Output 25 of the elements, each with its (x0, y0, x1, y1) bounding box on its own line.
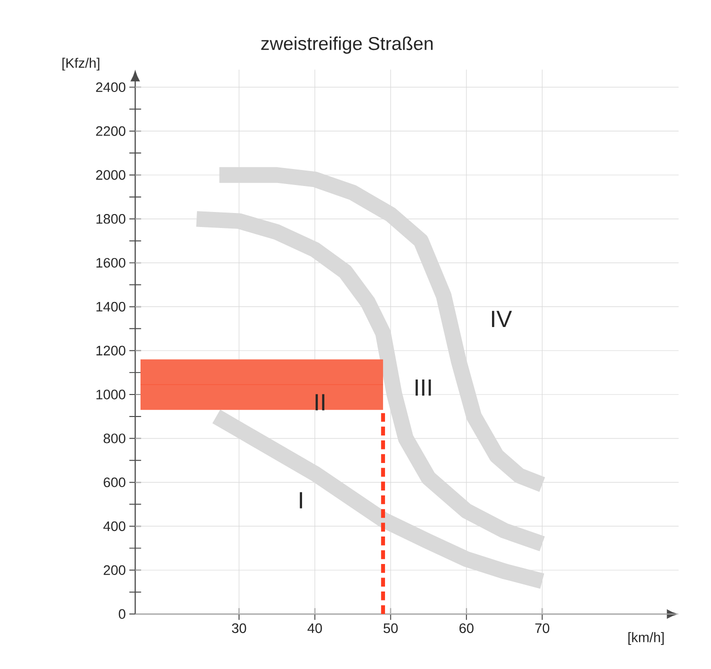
y-tick-label: 1400 (96, 302, 126, 312)
y-tick-label: 2400 (96, 82, 126, 92)
chart-title: zweistreifige Straßen (261, 36, 433, 54)
y-tick-label: 1800 (96, 214, 126, 224)
y-tick-label: 1200 (96, 346, 126, 356)
y-tick-label: 400 (103, 521, 126, 532)
annotation: III (416, 380, 431, 396)
x-tick-label: 60 (460, 623, 474, 634)
x-tick-label: 40 (308, 623, 322, 634)
y-tick-label: 1000 (96, 390, 126, 400)
y-tick-label: 600 (104, 477, 126, 488)
y-tick-label: 1600 (96, 258, 126, 268)
annotation: II (316, 394, 324, 410)
y-tick-label: 0 (118, 609, 126, 619)
annotation: I (300, 492, 302, 508)
annotation: IV (492, 310, 512, 328)
x-tick-label: 70 (535, 623, 550, 634)
y-tick-label: 2200 (96, 126, 126, 136)
x-tick-label: 30 (232, 623, 246, 634)
y-tick-label: 200 (104, 565, 126, 575)
x-axis-title: [km/h] (628, 632, 664, 645)
y-tick-label: 2000 (96, 170, 126, 180)
y-axis-title: [Kfz/h] (62, 58, 100, 71)
y-tick-label: 800 (104, 434, 126, 444)
x-tick-label: 50 (384, 623, 398, 634)
